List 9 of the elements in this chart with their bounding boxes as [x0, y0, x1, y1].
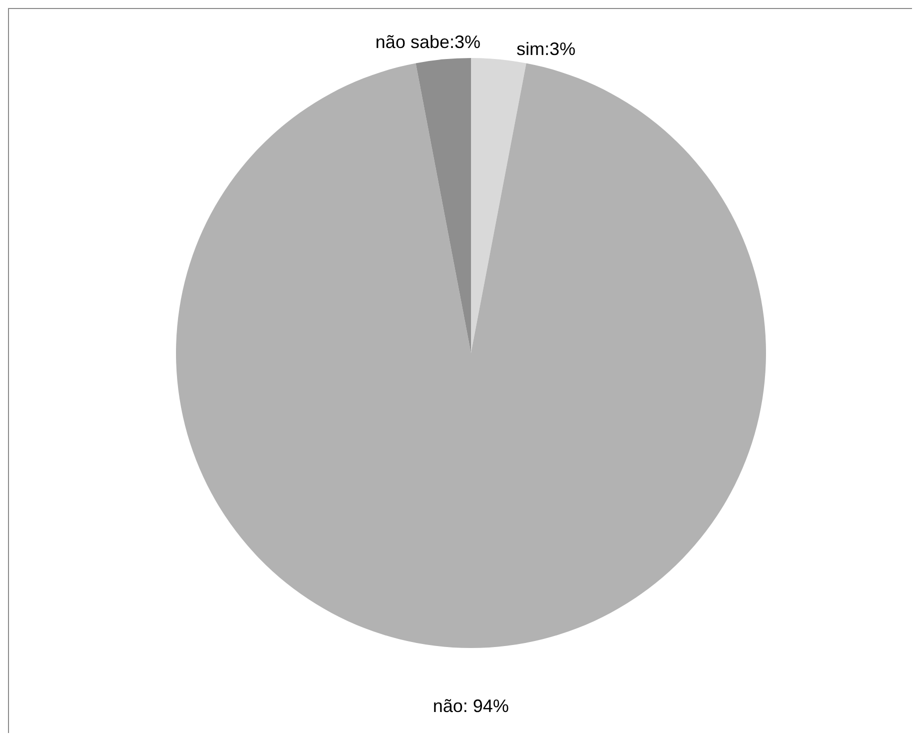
pie-slice — [471, 58, 526, 353]
slice-label: não — [432, 696, 463, 716]
pie-slice — [416, 58, 471, 353]
data-label: :3% — [450, 32, 481, 52]
pie-slice — [176, 63, 766, 648]
data-label: :3% — [544, 39, 576, 60]
slice-label: não sabe — [375, 32, 450, 52]
slice-label: sim — [516, 39, 544, 60]
data-label: : 94% — [462, 696, 509, 716]
